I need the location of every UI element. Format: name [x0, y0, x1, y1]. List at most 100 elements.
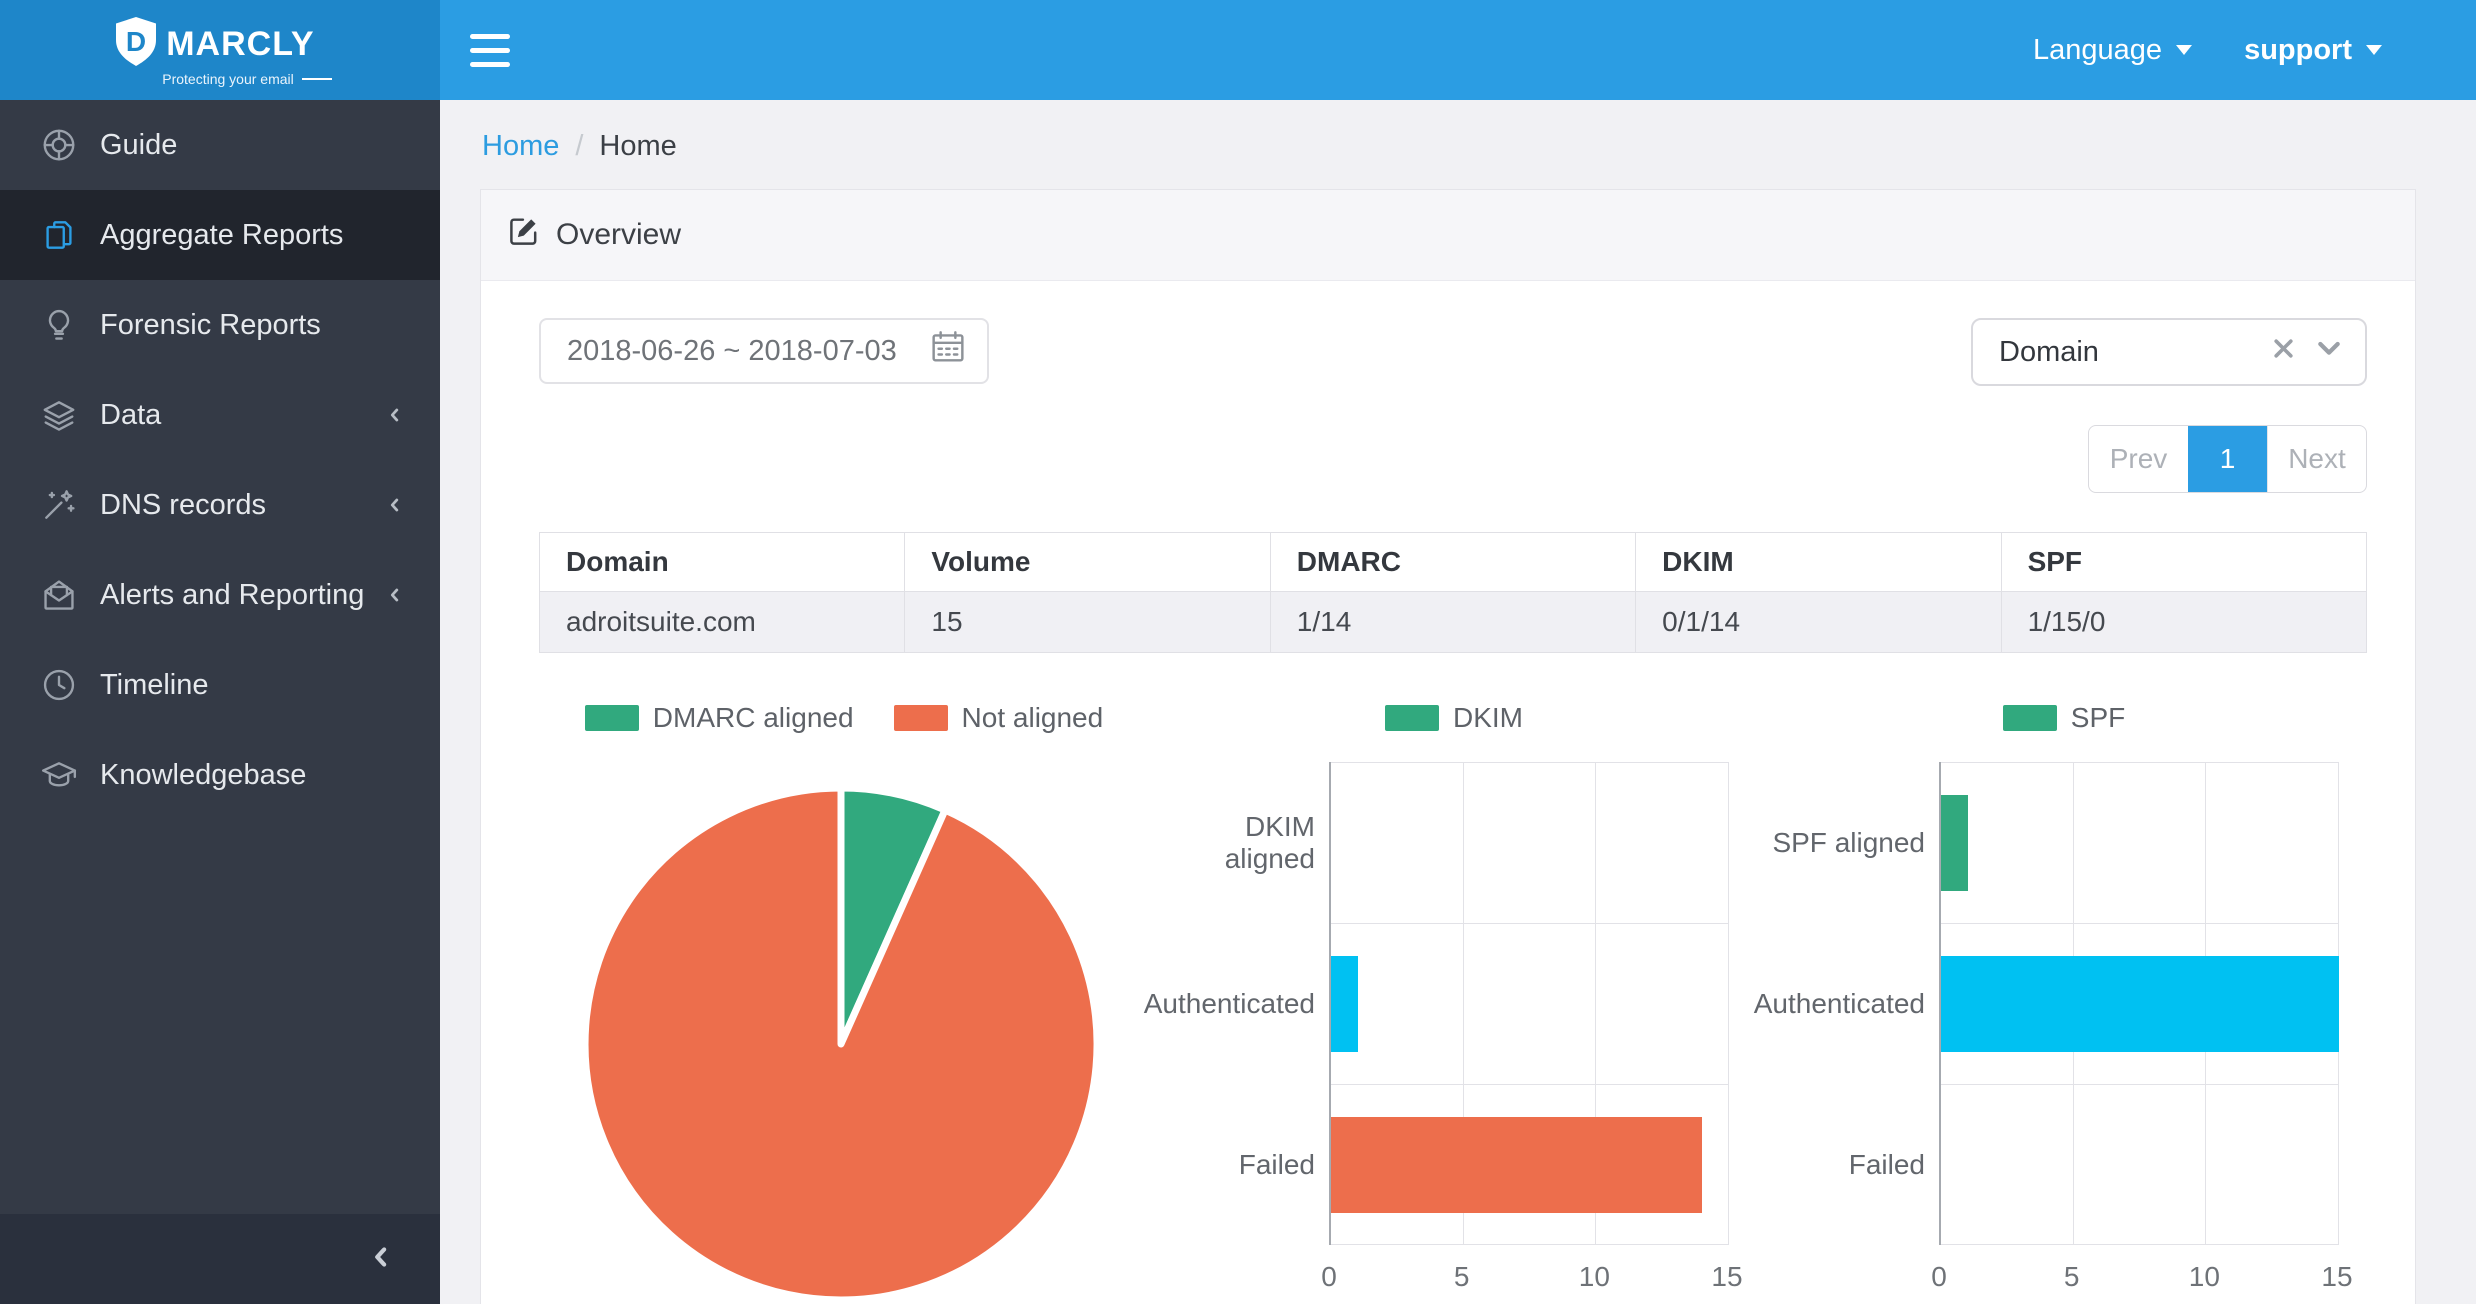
chevron-down-icon[interactable]: [2313, 332, 2345, 372]
column-header-domain: Domain: [538, 532, 906, 592]
sidebar-item-dns-records[interactable]: DNS records: [0, 460, 440, 550]
mail-open-icon: [40, 576, 100, 614]
column-header-dmarc: DMARC: [1269, 532, 1637, 592]
panel-title: Overview: [556, 218, 682, 251]
layers-icon: [40, 396, 100, 434]
chevron-left-icon: [384, 494, 406, 516]
language-menu-label: Language: [2033, 33, 2163, 66]
pie-graphic: [579, 782, 1103, 1304]
sidebar-item-alerts-and-reporting[interactable]: Alerts and Reporting: [0, 550, 440, 640]
sidebar-item-guide[interactable]: Guide: [0, 100, 440, 190]
breadcrumb-home-link[interactable]: Home: [482, 130, 560, 162]
user-menu[interactable]: support: [2244, 34, 2382, 67]
cell-spf: 1/15/0: [2000, 591, 2368, 653]
caret-down-icon: [2366, 45, 2382, 63]
domain-filter-select[interactable]: Domain: [1971, 318, 2367, 386]
dkim-bar-chart: DKIM DKIM aligned Authenticated Failed 0 5 1…: [1144, 702, 1759, 1304]
x-tick-label: 10: [2188, 1261, 2220, 1292]
category-label: SPF aligned: [1772, 826, 1925, 858]
sidebar-menu: Guide Aggregate Reports Forensic Reports Da…: [0, 100, 440, 1214]
menu-toggle-button[interactable]: [470, 33, 510, 67]
life-ring-icon: [40, 126, 100, 164]
domain-summary-table: Domain Volume DMARC DKIM SPF adroitsuite…: [538, 532, 2368, 653]
topbar: Language support: [440, 0, 2476, 100]
dkim-plot-area: [1329, 762, 1729, 1245]
dmarc-pie-chart: DMARC aligned Not aligned: [539, 702, 1149, 1304]
bar-failed: [1331, 1116, 1703, 1213]
calendar-icon[interactable]: [927, 326, 969, 376]
date-range-value: 2018-06-26 ~ 2018-07-03: [567, 334, 897, 367]
brand-tagline: Protecting your email: [162, 71, 332, 87]
table-header-row: Domain Volume DMARC DKIM SPF: [538, 532, 2368, 592]
sidebar-item-aggregate-reports[interactable]: Aggregate Reports: [0, 190, 440, 280]
domain-filter-value: Domain: [1999, 335, 2099, 368]
spf-bar-chart: SPF SPF aligned Authenticated Failed 0 5 10 1…: [1753, 702, 2369, 1304]
language-menu[interactable]: Language: [2033, 33, 2193, 67]
legend-not-aligned[interactable]: Not aligned: [893, 702, 1103, 734]
chevron-left-icon: [384, 584, 406, 606]
x-tick-label: 0: [1321, 1261, 1337, 1292]
category-label: Failed: [1238, 1148, 1315, 1180]
sidebar-collapse-button[interactable]: [0, 1214, 440, 1304]
sidebar-item-label: Alerts and Reporting: [100, 578, 365, 611]
collapse-chevron-left-icon: [366, 1242, 396, 1277]
chevron-left-icon: [384, 404, 406, 426]
sidebar-item-data[interactable]: Data: [0, 370, 440, 460]
column-header-volume: Volume: [904, 532, 1271, 592]
bar-authenticated: [1331, 955, 1358, 1052]
sidebar-item-label: Knowledgebase: [100, 758, 307, 791]
cell-volume: 15: [904, 591, 1271, 653]
legend-swatch: [1385, 705, 1439, 731]
bar-authenticated: [1941, 955, 2339, 1052]
dkim-x-axis-ticks: 0 5 10 15: [1321, 1245, 1742, 1301]
breadcrumb-current: Home: [599, 130, 677, 162]
table-row: adroitsuite.com 15 1/14 0/1/14 1/15/0: [538, 591, 2368, 653]
user-menu-label: support: [2244, 33, 2352, 66]
sidebar-item-timeline[interactable]: Timeline: [0, 640, 440, 730]
brand-name: MARCLY: [166, 24, 315, 63]
legend-spf[interactable]: SPF: [2002, 702, 2125, 734]
current-page-button[interactable]: 1: [2188, 426, 2267, 492]
x-tick-label: 10: [1578, 1261, 1610, 1292]
pagination: Prev 1 Next: [2088, 425, 2367, 493]
x-tick-label: 15: [2321, 1261, 2353, 1292]
legend-swatch: [2002, 705, 2057, 731]
content-area: Home / Home Overview: [440, 100, 2476, 1304]
sidebar-item-label: Aggregate Reports: [100, 218, 344, 251]
sidebar-item-label: Timeline: [100, 668, 209, 701]
bar-spf-aligned: [1941, 794, 1968, 891]
sidebar-item-label: Forensic Reports: [100, 308, 321, 341]
category-label: Authenticated: [1753, 987, 1925, 1019]
next-page-button[interactable]: Next: [2267, 426, 2366, 492]
main-area: Language support Home / Home: [440, 0, 2476, 1304]
sidebar-item-label: DNS records: [100, 488, 266, 521]
breadcrumb: Home / Home: [482, 130, 2416, 163]
x-tick-label: 0: [1931, 1261, 1947, 1292]
sidebar-item-knowledgebase[interactable]: Knowledgebase: [0, 730, 440, 820]
category-label: Failed: [1848, 1148, 1925, 1180]
svg-text:D: D: [126, 26, 146, 57]
shield-logo-icon: D: [108, 14, 164, 75]
column-header-spf: SPF: [2000, 532, 2368, 592]
magic-wand-icon: [40, 486, 100, 524]
date-range-input[interactable]: 2018-06-26 ~ 2018-07-03: [539, 318, 989, 384]
brand-logo: D MARCLY Protecting your email: [0, 0, 440, 100]
x-tick-label: 5: [2063, 1261, 2080, 1292]
sidebar: D MARCLY Protecting your email Guide Aggr…: [0, 0, 440, 1304]
cell-dmarc: 1/14: [1269, 591, 1637, 653]
lightbulb-icon: [40, 306, 100, 344]
clear-x-icon[interactable]: [2270, 335, 2297, 370]
cell-domain: adroitsuite.com: [538, 591, 906, 653]
clock-icon: [40, 666, 100, 704]
documents-icon: [40, 216, 100, 254]
sidebar-item-forensic-reports[interactable]: Forensic Reports: [0, 280, 440, 370]
edit-pencil-icon: [507, 215, 540, 256]
graduation-cap-icon: [40, 756, 100, 794]
legend-swatch: [893, 705, 948, 731]
legend-dkim[interactable]: DKIM: [1385, 702, 1523, 734]
x-tick-label: 15: [1711, 1261, 1743, 1292]
prev-page-button[interactable]: Prev: [2109, 443, 2168, 474]
legend-dmarc-aligned[interactable]: DMARC aligned: [584, 702, 854, 734]
panel-body: 2018-06-26 ~ 2018-07-03 Domain: [481, 281, 2415, 1304]
category-label: DKIM aligned: [1224, 810, 1315, 874]
